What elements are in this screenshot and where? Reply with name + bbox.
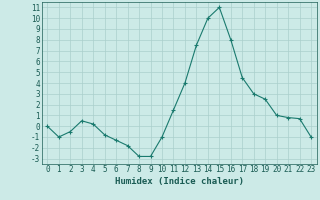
X-axis label: Humidex (Indice chaleur): Humidex (Indice chaleur) [115,177,244,186]
